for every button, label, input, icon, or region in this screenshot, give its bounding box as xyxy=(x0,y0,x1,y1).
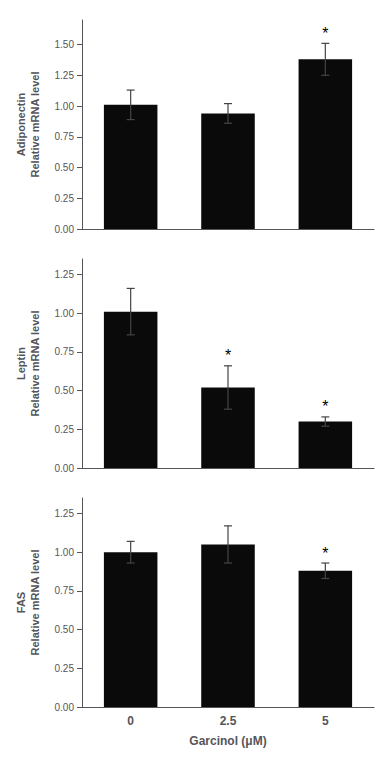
svg-text:1.00: 1.00 xyxy=(55,101,75,112)
svg-text:1.25: 1.25 xyxy=(55,269,75,280)
svg-text:0.00: 0.00 xyxy=(55,224,75,235)
svg-text:Relative mRNA level: Relative mRNA level xyxy=(29,550,41,656)
svg-text:0.75: 0.75 xyxy=(55,346,75,357)
svg-text:0.50: 0.50 xyxy=(55,162,75,173)
svg-text:0.50: 0.50 xyxy=(55,385,75,396)
svg-text:0.25: 0.25 xyxy=(55,663,75,674)
svg-text:0.75: 0.75 xyxy=(55,131,75,142)
svg-text:1.50: 1.50 xyxy=(55,39,75,50)
svg-text:Adiponectin: Adiponectin xyxy=(15,92,27,156)
svg-text:0.00: 0.00 xyxy=(55,463,75,474)
svg-text:1.25: 1.25 xyxy=(55,70,75,81)
svg-text:*: * xyxy=(322,25,328,42)
svg-text:*: * xyxy=(322,398,328,415)
svg-text:Relative mRNA level: Relative mRNA level xyxy=(29,311,41,417)
svg-text:0.75: 0.75 xyxy=(55,585,75,596)
svg-text:FAS: FAS xyxy=(15,592,27,613)
svg-text:1.00: 1.00 xyxy=(55,308,75,319)
svg-text:Relative mRNA level: Relative mRNA level xyxy=(29,72,41,178)
svg-text:1.25: 1.25 xyxy=(55,508,75,519)
svg-text:0.00: 0.00 xyxy=(55,702,75,713)
svg-text:2.5: 2.5 xyxy=(220,714,237,728)
svg-text:0.25: 0.25 xyxy=(55,193,75,204)
svg-text:*: * xyxy=(322,545,328,562)
svg-text:*: * xyxy=(225,347,231,364)
svg-text:Leptin: Leptin xyxy=(15,347,27,380)
svg-text:0: 0 xyxy=(127,714,134,728)
svg-text:Garcinol (μM): Garcinol (μM) xyxy=(189,734,266,748)
svg-text:0.50: 0.50 xyxy=(55,624,75,635)
svg-text:0.25: 0.25 xyxy=(55,424,75,435)
svg-text:1.00: 1.00 xyxy=(55,547,75,558)
svg-text:5: 5 xyxy=(322,714,329,728)
